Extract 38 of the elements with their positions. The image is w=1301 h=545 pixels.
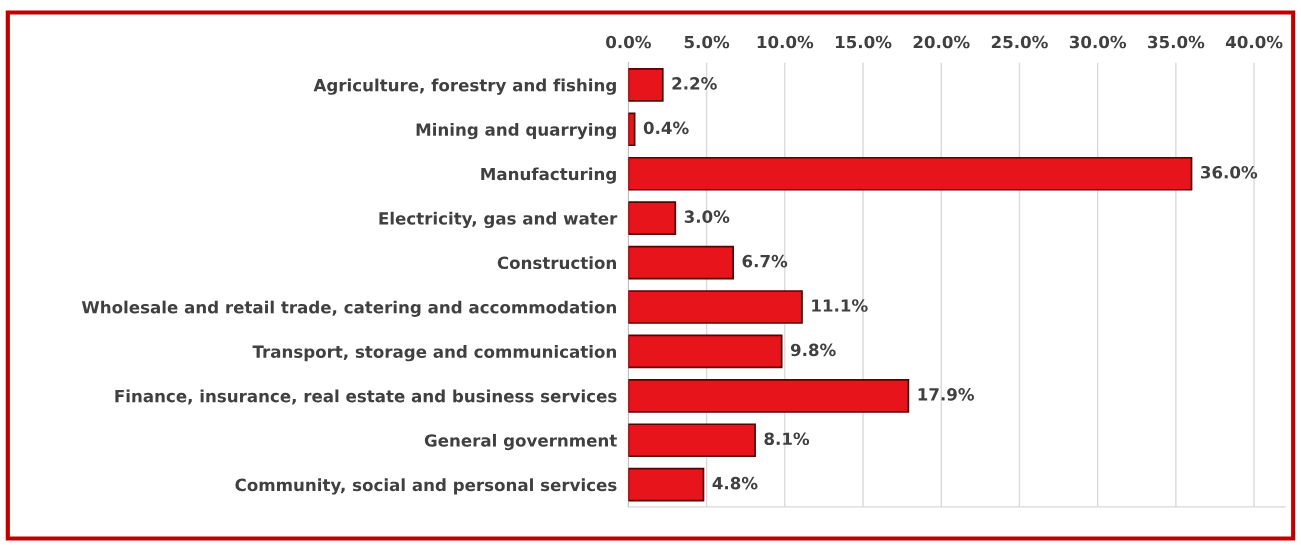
bar (628, 201, 677, 235)
bar (628, 334, 783, 369)
y-tick-label: Wholesale and retail trade, catering and accommodation (81, 300, 616, 317)
bar (628, 423, 756, 458)
data-label: 6.7% (742, 254, 788, 268)
y-tick-label: Electricity, gas and water (379, 211, 618, 229)
bar (628, 245, 735, 280)
data-label: 36.0% (1200, 165, 1258, 179)
y-tick-label: Agriculture, forestry and fishing (313, 78, 616, 95)
y-tick-label: Finance, insurance, real estate and business services (115, 389, 617, 405)
x-tick-label: 35.0% (1148, 35, 1205, 49)
y-tick-label: Community, social and personal services (235, 478, 617, 495)
x-tick-label: 15.0% (836, 35, 892, 49)
bar (628, 290, 803, 324)
x-tick-label: 25.0% (991, 35, 1048, 49)
x-tick-label: 20.0% (913, 35, 970, 49)
x-tick-label: 10.0% (757, 35, 814, 49)
x-tick-label: 30.0% (1069, 35, 1127, 49)
data-label: 4.8% (712, 476, 758, 490)
bar (628, 156, 1193, 191)
y-tick-label: Construction (497, 256, 616, 270)
y-tick-label: Mining and quarrying (416, 122, 616, 140)
data-label: 0.4% (643, 121, 689, 135)
x-tick-label: 0.0% (606, 35, 651, 49)
x-tick-label: 5.0% (684, 35, 730, 49)
data-label: 11.1% (812, 299, 868, 312)
data-label: 9.8% (790, 343, 836, 357)
bar (628, 68, 664, 102)
data-label: 8.1% (764, 432, 810, 446)
y-tick-label: General government (424, 433, 617, 451)
data-label: 17.9% (918, 388, 975, 401)
bar (628, 378, 910, 413)
data-label: 3.0% (684, 210, 730, 223)
y-tick-label: Transport, storage and communication (252, 345, 616, 362)
data-label: 2.2% (672, 77, 717, 90)
x-tick-label: 40.0% (1225, 35, 1283, 49)
bar (628, 467, 705, 502)
y-tick-label: Manufacturing (481, 167, 616, 184)
